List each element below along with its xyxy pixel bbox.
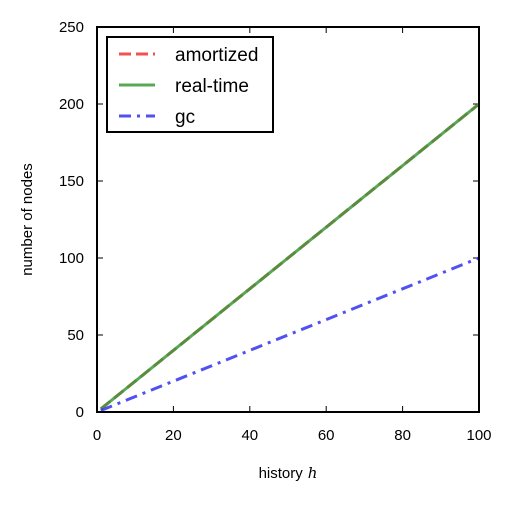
x-axis-label-variable: h <box>308 464 318 482</box>
legend-label: amortized <box>175 45 258 66</box>
legend-label: gc <box>175 107 195 128</box>
x-tick-label: 60 <box>318 427 335 444</box>
y-tick-label: 100 <box>59 250 84 267</box>
legend: amortized real-time gc <box>106 36 274 133</box>
series-line-gc <box>100 256 480 412</box>
x-tick-label: 20 <box>165 427 182 444</box>
x-tick-label: 40 <box>241 427 258 444</box>
x-tick-label: 0 <box>93 427 101 444</box>
x-tick-label: 100 <box>466 427 491 444</box>
y-tick-label: 150 <box>59 173 84 190</box>
y-axis-label: number of nodes <box>19 163 36 276</box>
y-tick-label: 200 <box>59 96 84 113</box>
y-tick-label: 0 <box>76 404 84 421</box>
series-line-real-time <box>99 102 480 411</box>
y-tick-label: 250 <box>59 19 84 36</box>
x-axis-label-text: history <box>259 465 304 482</box>
x-axis-label: history h <box>259 464 318 482</box>
ticks-layer: 0 20 40 60 80 100 0 50 100 150 200 250 <box>59 19 492 444</box>
y-tick-label: 50 <box>67 327 84 344</box>
legend-label: real-time <box>175 76 249 97</box>
x-tick-label: 80 <box>394 427 411 444</box>
plot-frame <box>96 26 480 413</box>
series-layer <box>99 102 480 412</box>
